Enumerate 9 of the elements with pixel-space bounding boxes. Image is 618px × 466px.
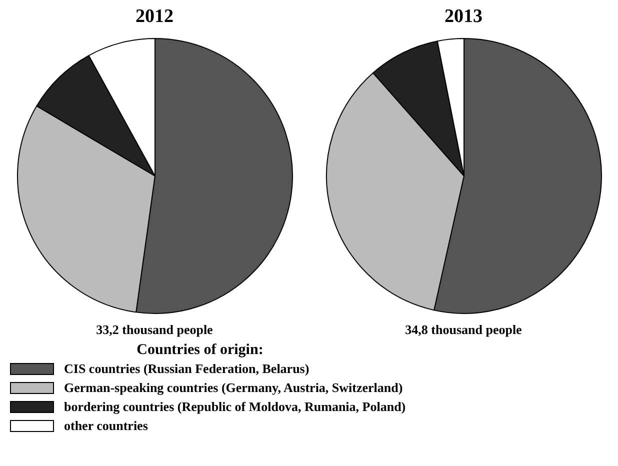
- legend-title: Countries of origin:: [136, 342, 264, 359]
- chart-title: 2012: [134, 6, 174, 29]
- text: 33,2 thousand people: [95, 322, 214, 338]
- legend-label: CIS countries (Russian Federation, Belarus): [64, 360, 310, 376]
- legend-label: other countries: [64, 418, 148, 434]
- legend-label: bordering countries (Republic of Moldova, Rumania, Poland): [64, 398, 406, 414]
- text: 34,8 thousand people: [404, 322, 523, 338]
- legend-label: German-speaking countries (Germany, Austria, Switzerland): [64, 380, 403, 396]
- chart-title: 2013: [444, 6, 484, 29]
